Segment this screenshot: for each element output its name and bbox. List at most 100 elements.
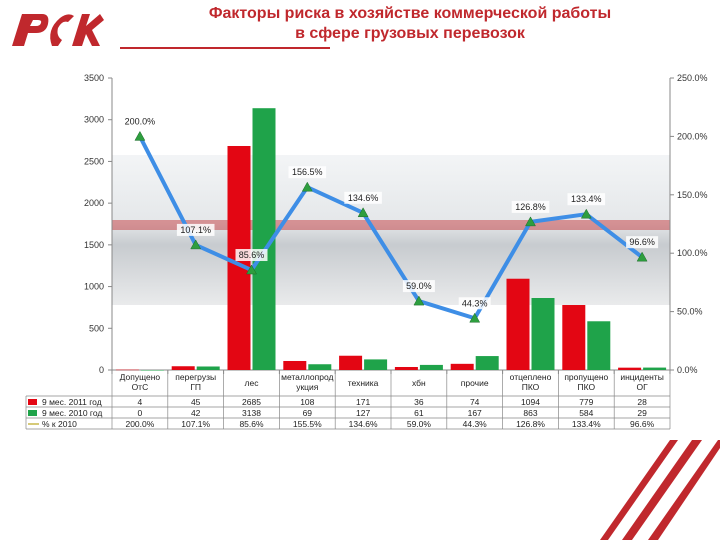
table-cell: 45 xyxy=(191,397,201,407)
bar-series-2 xyxy=(196,366,220,370)
category-label: перегрузы xyxy=(175,372,216,382)
percent-data-label: 44.3% xyxy=(462,298,488,308)
bar-series-1 xyxy=(618,367,642,370)
table-cell: 36 xyxy=(414,397,424,407)
table-cell: 584 xyxy=(579,408,593,418)
percent-data-label: 133.4% xyxy=(571,194,602,204)
title-line-2: в сфере грузовых перевозок xyxy=(295,25,525,42)
percent-data-label: 59.0% xyxy=(406,281,432,291)
category-label: укция xyxy=(296,382,319,392)
table-cell: 85.6% xyxy=(239,419,264,429)
category-label: лес xyxy=(245,378,260,388)
category-label: инциденты xyxy=(620,372,663,382)
table-cell: 200.0% xyxy=(125,419,154,429)
y-right-tick-label: 200.0% xyxy=(677,131,708,141)
title-line-1: Факторы риска в хозяйстве коммерческой р… xyxy=(208,5,612,22)
percent-data-label: 85.6% xyxy=(239,250,265,260)
bar-series-1 xyxy=(115,369,139,371)
table-cell: 74 xyxy=(470,397,480,407)
table-cell: 107.1% xyxy=(181,419,210,429)
table-cell: 44.3% xyxy=(463,419,488,429)
bar-series-2 xyxy=(587,321,611,370)
table-cell: 171 xyxy=(356,397,370,407)
page-title: Факторы риска в хозяйстве коммерческой р… xyxy=(120,4,700,44)
table-cell: 0 xyxy=(138,408,143,418)
bar-series-1 xyxy=(283,360,307,370)
table-cell: 133.4% xyxy=(572,419,601,429)
category-label: ГП xyxy=(190,382,201,392)
percent-label-bg xyxy=(235,249,268,262)
category-label: хбн xyxy=(412,378,426,388)
bar-series-2 xyxy=(475,356,499,370)
table-cell: 29 xyxy=(637,408,647,418)
percent-label-bg xyxy=(567,193,606,206)
y-right-tick-label: 0.0% xyxy=(677,365,698,375)
category-label: Допущено xyxy=(120,372,161,382)
table-cell: 42 xyxy=(191,408,201,418)
category-label: прочие xyxy=(461,378,489,388)
y-right-tick-label: 100.0% xyxy=(677,248,708,258)
rzd-logo xyxy=(12,14,104,46)
percent-marker xyxy=(413,295,425,306)
percent-label-bg xyxy=(458,297,491,310)
category-label: пропущено xyxy=(564,372,608,382)
table-cell: 61 xyxy=(414,408,424,418)
percent-data-label: 96.6% xyxy=(629,237,655,247)
y-left-tick-label: 3500 xyxy=(84,73,104,83)
percent-marker xyxy=(301,181,313,192)
table-cell: 127 xyxy=(356,408,370,418)
category-label: ОтС xyxy=(132,382,149,392)
bar-series-1 xyxy=(394,366,418,370)
bar-series-2 xyxy=(308,364,332,370)
percent-label-bg xyxy=(176,223,215,236)
table-cell: 2685 xyxy=(242,397,261,407)
bar-series-2 xyxy=(419,364,443,370)
percent-label-bg xyxy=(344,191,382,204)
percent-line xyxy=(138,135,644,321)
y-right-tick-label: 250.0% xyxy=(677,73,708,83)
percent-label-bg xyxy=(288,166,327,179)
percent-marker xyxy=(357,207,369,218)
percent-data-label: 126.8% xyxy=(515,202,546,212)
percent-marker xyxy=(525,216,536,227)
table-cell: 96.6% xyxy=(630,419,655,429)
plot-background xyxy=(112,78,670,370)
percent-marker xyxy=(636,251,648,262)
legend-label: 9 мес. 2010 год xyxy=(42,408,102,418)
table-cell: 3138 xyxy=(242,408,261,418)
bar-series-1 xyxy=(450,363,474,370)
legend-key xyxy=(28,399,37,405)
percent-marker xyxy=(580,208,592,219)
category-label: техника xyxy=(348,378,379,388)
bar-series-1 xyxy=(339,355,363,370)
percent-marker xyxy=(134,130,146,141)
percent-data-label: 107.1% xyxy=(180,225,211,235)
table-cell: 167 xyxy=(468,408,482,418)
bar-series-1 xyxy=(562,305,586,370)
category-label: отцеплено xyxy=(510,372,552,382)
category-label: ПКО xyxy=(578,382,596,392)
percent-marker xyxy=(469,312,481,323)
y-left-tick-label: 0 xyxy=(99,365,104,375)
legend-label: 9 мес. 2011 год xyxy=(42,397,102,407)
table-cell: 155.5% xyxy=(293,419,322,429)
y-left-tick-label: 500 xyxy=(89,323,104,333)
y-right-tick-label: 50.0% xyxy=(677,307,703,317)
percent-data-label: 200.0% xyxy=(125,116,156,126)
table-cell: 59.0% xyxy=(407,419,432,429)
bar-series-1 xyxy=(506,278,530,370)
risk-factors-chart: 0 500 1000 1500 2000 2500 3000 3500 0.0% 50.0% 100… xyxy=(25,73,708,430)
y-left-tick-label: 1500 xyxy=(84,240,104,250)
title-underline xyxy=(120,47,330,49)
y-left-tick-label: 1000 xyxy=(84,282,104,292)
table-cell: 134.6% xyxy=(349,419,378,429)
y-left-tick-label: 3000 xyxy=(84,115,104,125)
percent-label-bg xyxy=(511,200,550,213)
table-cell: 4 xyxy=(138,397,143,407)
percent-marker xyxy=(246,264,257,275)
percent-data-label: 156.5% xyxy=(292,167,323,177)
table-cell: 1094 xyxy=(521,397,540,407)
bar-series-1 xyxy=(171,366,195,370)
percent-label-bg xyxy=(121,115,159,128)
table-cell: 69 xyxy=(303,408,313,418)
